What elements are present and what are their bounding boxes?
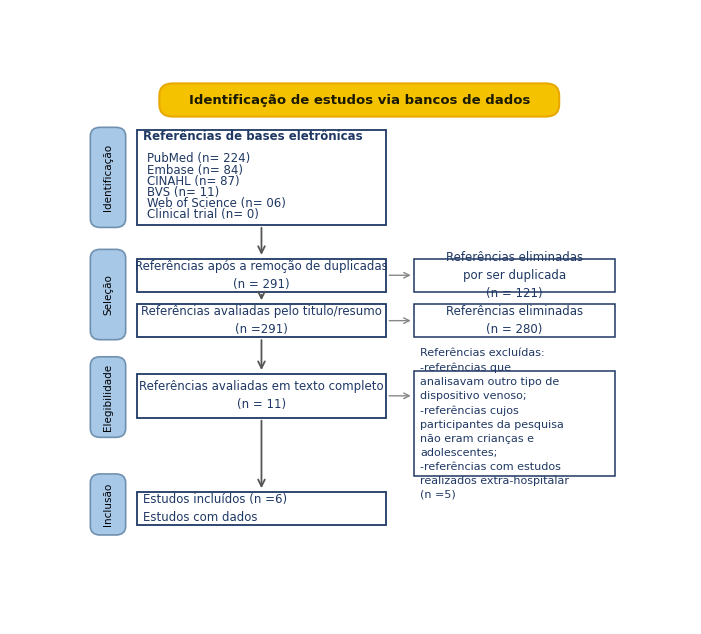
Text: Web of Science (n= 06): Web of Science (n= 06) (147, 197, 286, 210)
Bar (137, 304, 386, 337)
Text: Seleção: Seleção (103, 274, 113, 315)
Text: Referências após a remoção de duplicadas
(n = 291): Referências após a remoção de duplicadas… (135, 260, 388, 291)
Bar (414, 259, 615, 292)
Text: Referências avaliadas pelo titulo/resumo
(n =291): Referências avaliadas pelo titulo/resumo… (141, 305, 382, 336)
FancyBboxPatch shape (90, 249, 125, 340)
Bar (137, 492, 386, 525)
Text: Inclusão: Inclusão (103, 483, 113, 526)
Text: Referências avaliadas em texto completo
(n = 11): Referências avaliadas em texto completo … (139, 380, 383, 411)
Text: Elegibilidade: Elegibilidade (103, 363, 113, 430)
Text: Identificação de estudos via bancos de dados: Identificação de estudos via bancos de d… (189, 93, 530, 107)
Bar (137, 130, 386, 225)
FancyBboxPatch shape (159, 84, 559, 117)
Text: Estudos incluídos (n =6)
Estudos com dados: Estudos incluídos (n =6) Estudos com dad… (143, 493, 287, 524)
Bar (137, 374, 386, 418)
Text: Referências de bases eletrônicas: Referências de bases eletrônicas (143, 130, 362, 143)
Text: CINAHL (n= 87): CINAHL (n= 87) (147, 175, 240, 188)
Text: Clinical trial (n= 0): Clinical trial (n= 0) (147, 209, 259, 221)
FancyBboxPatch shape (90, 127, 125, 228)
Text: PubMed (n= 224): PubMed (n= 224) (147, 152, 251, 165)
Bar (414, 372, 615, 476)
Text: BVS (n= 11): BVS (n= 11) (147, 186, 219, 199)
FancyBboxPatch shape (90, 357, 125, 437)
Text: Embase (n= 84): Embase (n= 84) (147, 164, 243, 177)
Text: Referências eliminadas
por ser duplicada
(n = 121): Referências eliminadas por ser duplicada… (446, 251, 583, 300)
Text: Referências eliminadas
(n = 280): Referências eliminadas (n = 280) (446, 305, 583, 336)
Bar (137, 259, 386, 292)
FancyBboxPatch shape (90, 474, 125, 535)
Text: Referências excluídas:
-referências que
analisavam outro tipo de
dispositivo ven: Referências excluídas: -referências que … (420, 348, 569, 500)
Bar (414, 304, 615, 337)
Text: Identificação: Identificação (103, 144, 113, 211)
